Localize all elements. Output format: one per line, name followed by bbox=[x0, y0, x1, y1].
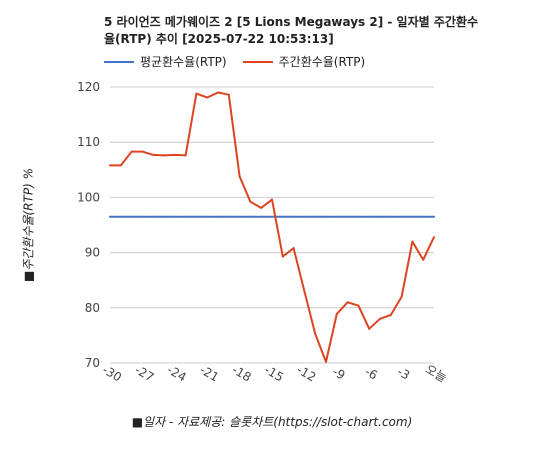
series-0-point-29 bbox=[422, 215, 425, 218]
y-tick-label-4: 110 bbox=[77, 135, 100, 149]
series-0-point-27 bbox=[400, 215, 403, 218]
series-1-point-8 bbox=[195, 92, 198, 95]
x-tick-label-7: -9 bbox=[330, 364, 347, 382]
y-tick-label-0: 70 bbox=[85, 356, 100, 370]
legend-label-weekly: 주간환수율(RTP) bbox=[278, 55, 366, 69]
series-0-point-4 bbox=[152, 215, 155, 218]
series-1-point-16 bbox=[281, 255, 284, 258]
series-0-point-16 bbox=[281, 215, 284, 218]
series-1-point-13 bbox=[249, 200, 252, 203]
series-1-point-25 bbox=[379, 317, 381, 320]
series-1-point-14 bbox=[260, 206, 263, 209]
x-tick-label-0: -30 bbox=[100, 363, 124, 385]
series-0-point-3 bbox=[141, 215, 144, 218]
series-1-point-10 bbox=[217, 91, 219, 94]
series-0-point-2 bbox=[130, 215, 133, 218]
series-0-point-23 bbox=[357, 215, 360, 218]
x-tick-label-8: -6 bbox=[363, 364, 380, 382]
x-tick-label-10: 오늘 bbox=[423, 362, 449, 385]
series-1-point-15 bbox=[271, 198, 273, 201]
x-axis-label: ■일자 - 자료제공: 슬롯차트(https://slot-chart.com) bbox=[131, 415, 413, 429]
series-1-point-7 bbox=[184, 154, 187, 157]
series-1-point-2 bbox=[130, 150, 133, 153]
series-1-point-23 bbox=[357, 304, 360, 307]
y-tick-label-3: 100 bbox=[77, 190, 100, 204]
series-1-point-21 bbox=[335, 312, 338, 315]
series-0-point-0 bbox=[109, 215, 111, 218]
x-tick-label-4: -18 bbox=[230, 363, 254, 385]
series-0-point-11 bbox=[227, 215, 230, 218]
series-0-point-8 bbox=[195, 215, 198, 218]
y-tick-label-2: 90 bbox=[85, 246, 100, 260]
x-tick-label-2: -24 bbox=[165, 363, 189, 385]
series-0-point-25 bbox=[379, 215, 381, 218]
series-0-point-20 bbox=[325, 215, 327, 218]
y-tick-label-1: 80 bbox=[85, 301, 100, 315]
series-0-point-19 bbox=[314, 215, 317, 218]
series-1-point-30 bbox=[433, 236, 435, 239]
series-0-point-13 bbox=[249, 215, 252, 218]
series-0-point-10 bbox=[217, 215, 219, 218]
series-1-point-12 bbox=[238, 175, 241, 178]
y-tick-label-5: 120 bbox=[77, 80, 100, 94]
series-1-point-9 bbox=[206, 96, 209, 99]
series-0-point-28 bbox=[411, 215, 414, 218]
series-1-point-18 bbox=[303, 290, 306, 293]
series-1-point-0 bbox=[109, 164, 111, 167]
legend-label-average: 평균환수율(RTP) bbox=[140, 55, 227, 69]
series-0-point-7 bbox=[184, 215, 187, 218]
series-1-point-20 bbox=[325, 360, 327, 363]
series-0-point-12 bbox=[238, 215, 241, 218]
series-1-point-27 bbox=[400, 295, 403, 298]
series-1-point-19 bbox=[314, 332, 317, 335]
series-1-point-28 bbox=[411, 240, 414, 243]
legend: 평균환수율(RTP) 주간환수율(RTP) bbox=[104, 53, 381, 70]
series-1-point-6 bbox=[173, 153, 176, 156]
x-tick-label-3: -21 bbox=[197, 363, 221, 385]
legend-item-weekly: 주간환수율(RTP) bbox=[242, 53, 366, 70]
series-1-point-1 bbox=[119, 164, 122, 167]
series-0-point-1 bbox=[119, 215, 122, 218]
series-0-point-17 bbox=[292, 215, 295, 218]
series-0-point-24 bbox=[368, 215, 371, 218]
series-1-point-24 bbox=[368, 327, 371, 330]
series-1-point-11 bbox=[227, 93, 230, 96]
series-0-point-26 bbox=[389, 215, 392, 218]
series-0-point-5 bbox=[163, 215, 165, 218]
x-tick-label-5: -15 bbox=[262, 363, 286, 385]
series-1-point-26 bbox=[389, 313, 392, 316]
series-0-point-6 bbox=[173, 215, 176, 218]
chart-title: 5 라이언즈 메가웨이즈 2 [5 Lions Megaways 2] - 일자… bbox=[104, 15, 479, 46]
series-0-point-22 bbox=[346, 215, 349, 218]
series-0-point-21 bbox=[335, 215, 338, 218]
series-1-point-29 bbox=[422, 258, 425, 261]
series-1-point-5 bbox=[163, 154, 165, 157]
series-line-1 bbox=[110, 91, 435, 363]
series-0-point-15 bbox=[271, 215, 273, 218]
x-tick-label-9: -3 bbox=[395, 364, 412, 382]
x-tick-label-6: -12 bbox=[294, 363, 318, 385]
series-0-point-9 bbox=[206, 215, 209, 218]
series-0-point-18 bbox=[303, 215, 306, 218]
series-1-point-22 bbox=[346, 301, 349, 304]
series-1-point-4 bbox=[152, 153, 155, 156]
x-tick-label-1: -27 bbox=[132, 363, 156, 385]
series-0-point-30 bbox=[433, 215, 435, 218]
series-1-point-17 bbox=[292, 247, 295, 250]
legend-swatch-weekly bbox=[242, 60, 273, 63]
series-1-point-3 bbox=[141, 150, 144, 153]
series-0-point-14 bbox=[260, 215, 263, 218]
legend-item-average: 평균환수율(RTP) bbox=[104, 53, 227, 70]
legend-swatch-average bbox=[104, 60, 134, 63]
